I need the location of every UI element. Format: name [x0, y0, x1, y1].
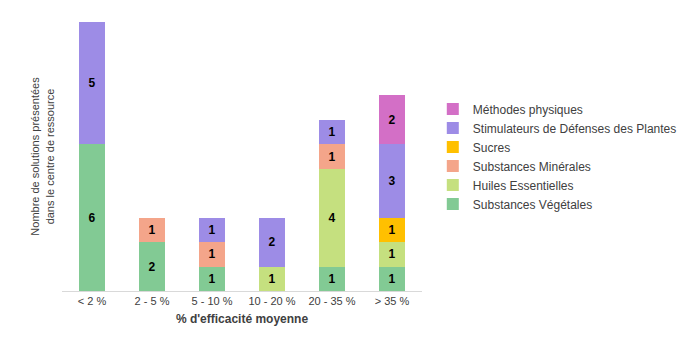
svg-text:< 2 %: < 2 % — [78, 295, 107, 307]
svg-text:2 - 5 %: 2 - 5 % — [135, 295, 170, 307]
svg-text:1: 1 — [389, 223, 396, 237]
svg-text:> 35 %: > 35 % — [375, 295, 410, 307]
svg-text:1: 1 — [209, 272, 216, 286]
svg-text:10 - 20 %: 10 - 20 % — [248, 295, 295, 307]
svg-text:Méthodes physiques: Méthodes physiques — [473, 103, 583, 117]
svg-text:% d'efficacité moyenne: % d'efficacité moyenne — [176, 312, 309, 326]
svg-text:2: 2 — [149, 260, 156, 274]
svg-text:Stimulateurs de Défenses des P: Stimulateurs de Défenses des Plantes — [473, 122, 676, 136]
svg-text:4: 4 — [329, 211, 336, 225]
svg-text:1: 1 — [209, 223, 216, 237]
svg-text:1: 1 — [329, 150, 336, 164]
svg-text:Substances Minérales: Substances Minérales — [473, 160, 591, 174]
svg-text:1: 1 — [389, 247, 396, 261]
svg-text:5 - 10 %: 5 - 10 % — [192, 295, 233, 307]
svg-text:1: 1 — [329, 125, 336, 139]
svg-text:1: 1 — [149, 223, 156, 237]
svg-text:6: 6 — [89, 211, 96, 225]
svg-text:1: 1 — [329, 272, 336, 286]
svg-text:1: 1 — [209, 247, 216, 261]
svg-text:1: 1 — [389, 272, 396, 286]
svg-text:2: 2 — [389, 113, 396, 127]
svg-text:Nombre de solutions présentées: Nombre de solutions présentéesdans le ce… — [29, 77, 55, 236]
svg-text:20 - 35 %: 20 - 35 % — [308, 295, 355, 307]
svg-text:Substances Végétales: Substances Végétales — [473, 198, 592, 212]
svg-text:3: 3 — [389, 174, 396, 188]
svg-text:5: 5 — [89, 76, 96, 90]
svg-text:Sucres: Sucres — [473, 141, 510, 155]
svg-text:1: 1 — [269, 272, 276, 286]
svg-text:Huiles Essentielles: Huiles Essentielles — [473, 179, 574, 193]
svg-text:2: 2 — [269, 235, 276, 249]
